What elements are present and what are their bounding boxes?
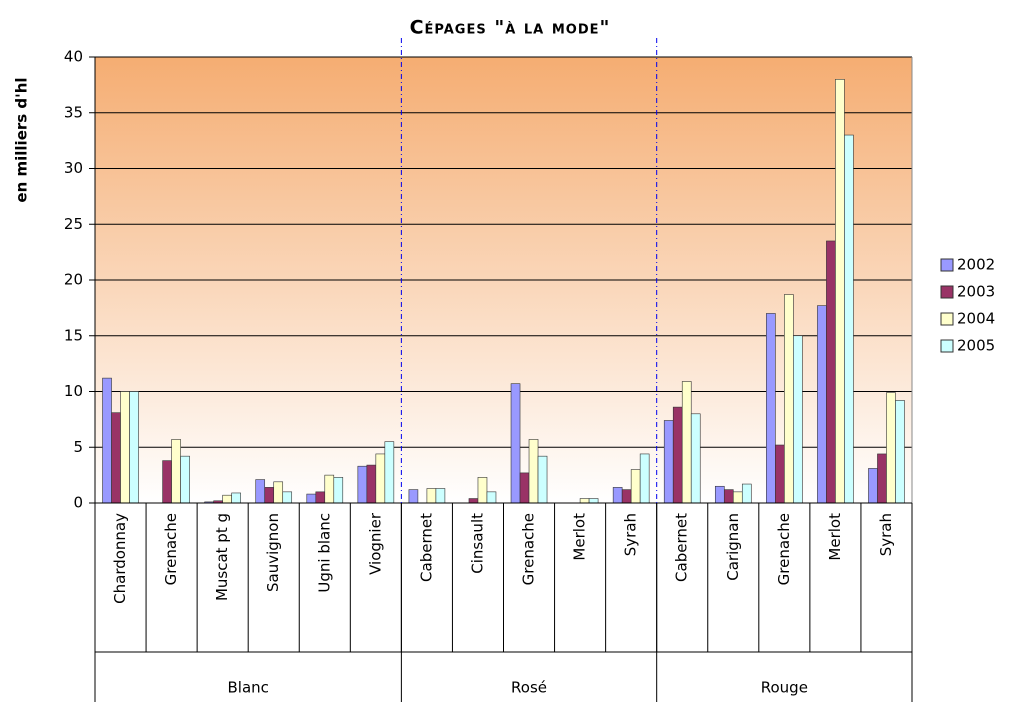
bar (844, 134, 854, 504)
bar (282, 491, 293, 504)
legend-swatch (940, 285, 954, 299)
x-tick-label: Sauvignon (264, 513, 282, 592)
x-tick-label: Cabernet (673, 513, 691, 582)
bar (231, 492, 241, 504)
bar (672, 406, 683, 504)
x-tick-label: Muscat pt g (213, 513, 231, 601)
x-tick-label: Grenache (775, 513, 793, 585)
bar (528, 439, 539, 504)
bar (663, 420, 674, 504)
bar (877, 453, 887, 504)
bar (681, 381, 692, 504)
bar (826, 240, 836, 504)
x-tick-label: Syrah (877, 513, 895, 556)
bar (886, 392, 896, 504)
y-tick-label: 15 (64, 326, 83, 344)
bar (180, 455, 190, 504)
bar (537, 455, 548, 504)
bar (714, 485, 725, 504)
group-label: Rosé (511, 679, 547, 697)
bar (510, 383, 521, 504)
bar (895, 400, 905, 504)
bar (477, 477, 488, 504)
group-label: Rouge (761, 679, 808, 697)
bar (835, 79, 845, 504)
y-tick-label: 35 (64, 103, 83, 121)
bar (468, 498, 479, 504)
bar (273, 481, 284, 504)
bar (162, 460, 172, 504)
legend-swatch (940, 258, 954, 272)
bar (324, 474, 335, 504)
x-tick-label: Viognier (366, 512, 384, 575)
y-tick-label: 20 (64, 271, 83, 289)
y-tick-label: 5 (73, 438, 83, 456)
bar (868, 468, 878, 504)
bar (766, 313, 776, 504)
bar (630, 469, 641, 504)
x-tick-label: Grenache (520, 513, 538, 585)
bar (588, 498, 599, 504)
bar (639, 453, 650, 504)
bar (306, 493, 317, 504)
x-tick-label: Merlot (826, 513, 844, 561)
bar (723, 489, 734, 504)
bar (357, 465, 368, 504)
legend-label: 2005 (957, 337, 995, 355)
group-label: Blanc (227, 679, 268, 697)
bar (784, 294, 794, 504)
bar (129, 391, 139, 504)
legend-swatch (940, 312, 954, 326)
bar (315, 491, 326, 504)
legend-label: 2002 (957, 256, 995, 274)
bar (384, 441, 395, 504)
x-tick-label: Carignan (724, 513, 742, 581)
y-tick-label: 10 (64, 382, 83, 400)
y-axis-label: en milliers d'hl (13, 77, 31, 202)
bar (111, 412, 121, 504)
legend-label: 2003 (957, 283, 995, 301)
legend-label: 2004 (957, 310, 995, 328)
bar (264, 487, 275, 504)
x-tick-label: Merlot (571, 513, 589, 561)
bar (375, 453, 386, 504)
y-tick-label: 0 (73, 494, 83, 512)
bar (579, 498, 590, 504)
bar (486, 491, 497, 504)
bar (255, 479, 266, 504)
bar (775, 444, 785, 504)
bar (435, 488, 446, 504)
bar (366, 464, 377, 504)
legend-swatch (940, 339, 954, 353)
x-tick-label: Grenache (162, 513, 180, 585)
y-tick-label: 40 (64, 48, 83, 66)
bar (408, 489, 419, 504)
bar (621, 489, 632, 504)
bar (333, 477, 344, 504)
x-tick-label: Syrah (622, 513, 640, 556)
bar (817, 305, 827, 504)
bar (171, 439, 181, 504)
bar (426, 488, 437, 504)
bar (732, 491, 743, 504)
bar (102, 377, 112, 504)
y-tick-label: 30 (64, 159, 83, 177)
x-tick-label: Ugni blanc (315, 513, 333, 593)
bar (741, 483, 752, 504)
bar (519, 472, 530, 504)
x-tick-label: Cabernet (417, 513, 435, 582)
chart-title: Cépages "à la mode" (410, 17, 611, 39)
y-tick-label: 25 (64, 215, 83, 233)
bar (793, 335, 803, 504)
bar (120, 391, 130, 504)
bar (690, 413, 701, 504)
x-tick-label: Chardonnay (111, 513, 129, 604)
x-tick-label: Cinsault (468, 513, 486, 574)
bar (612, 487, 623, 504)
bar (222, 494, 232, 504)
